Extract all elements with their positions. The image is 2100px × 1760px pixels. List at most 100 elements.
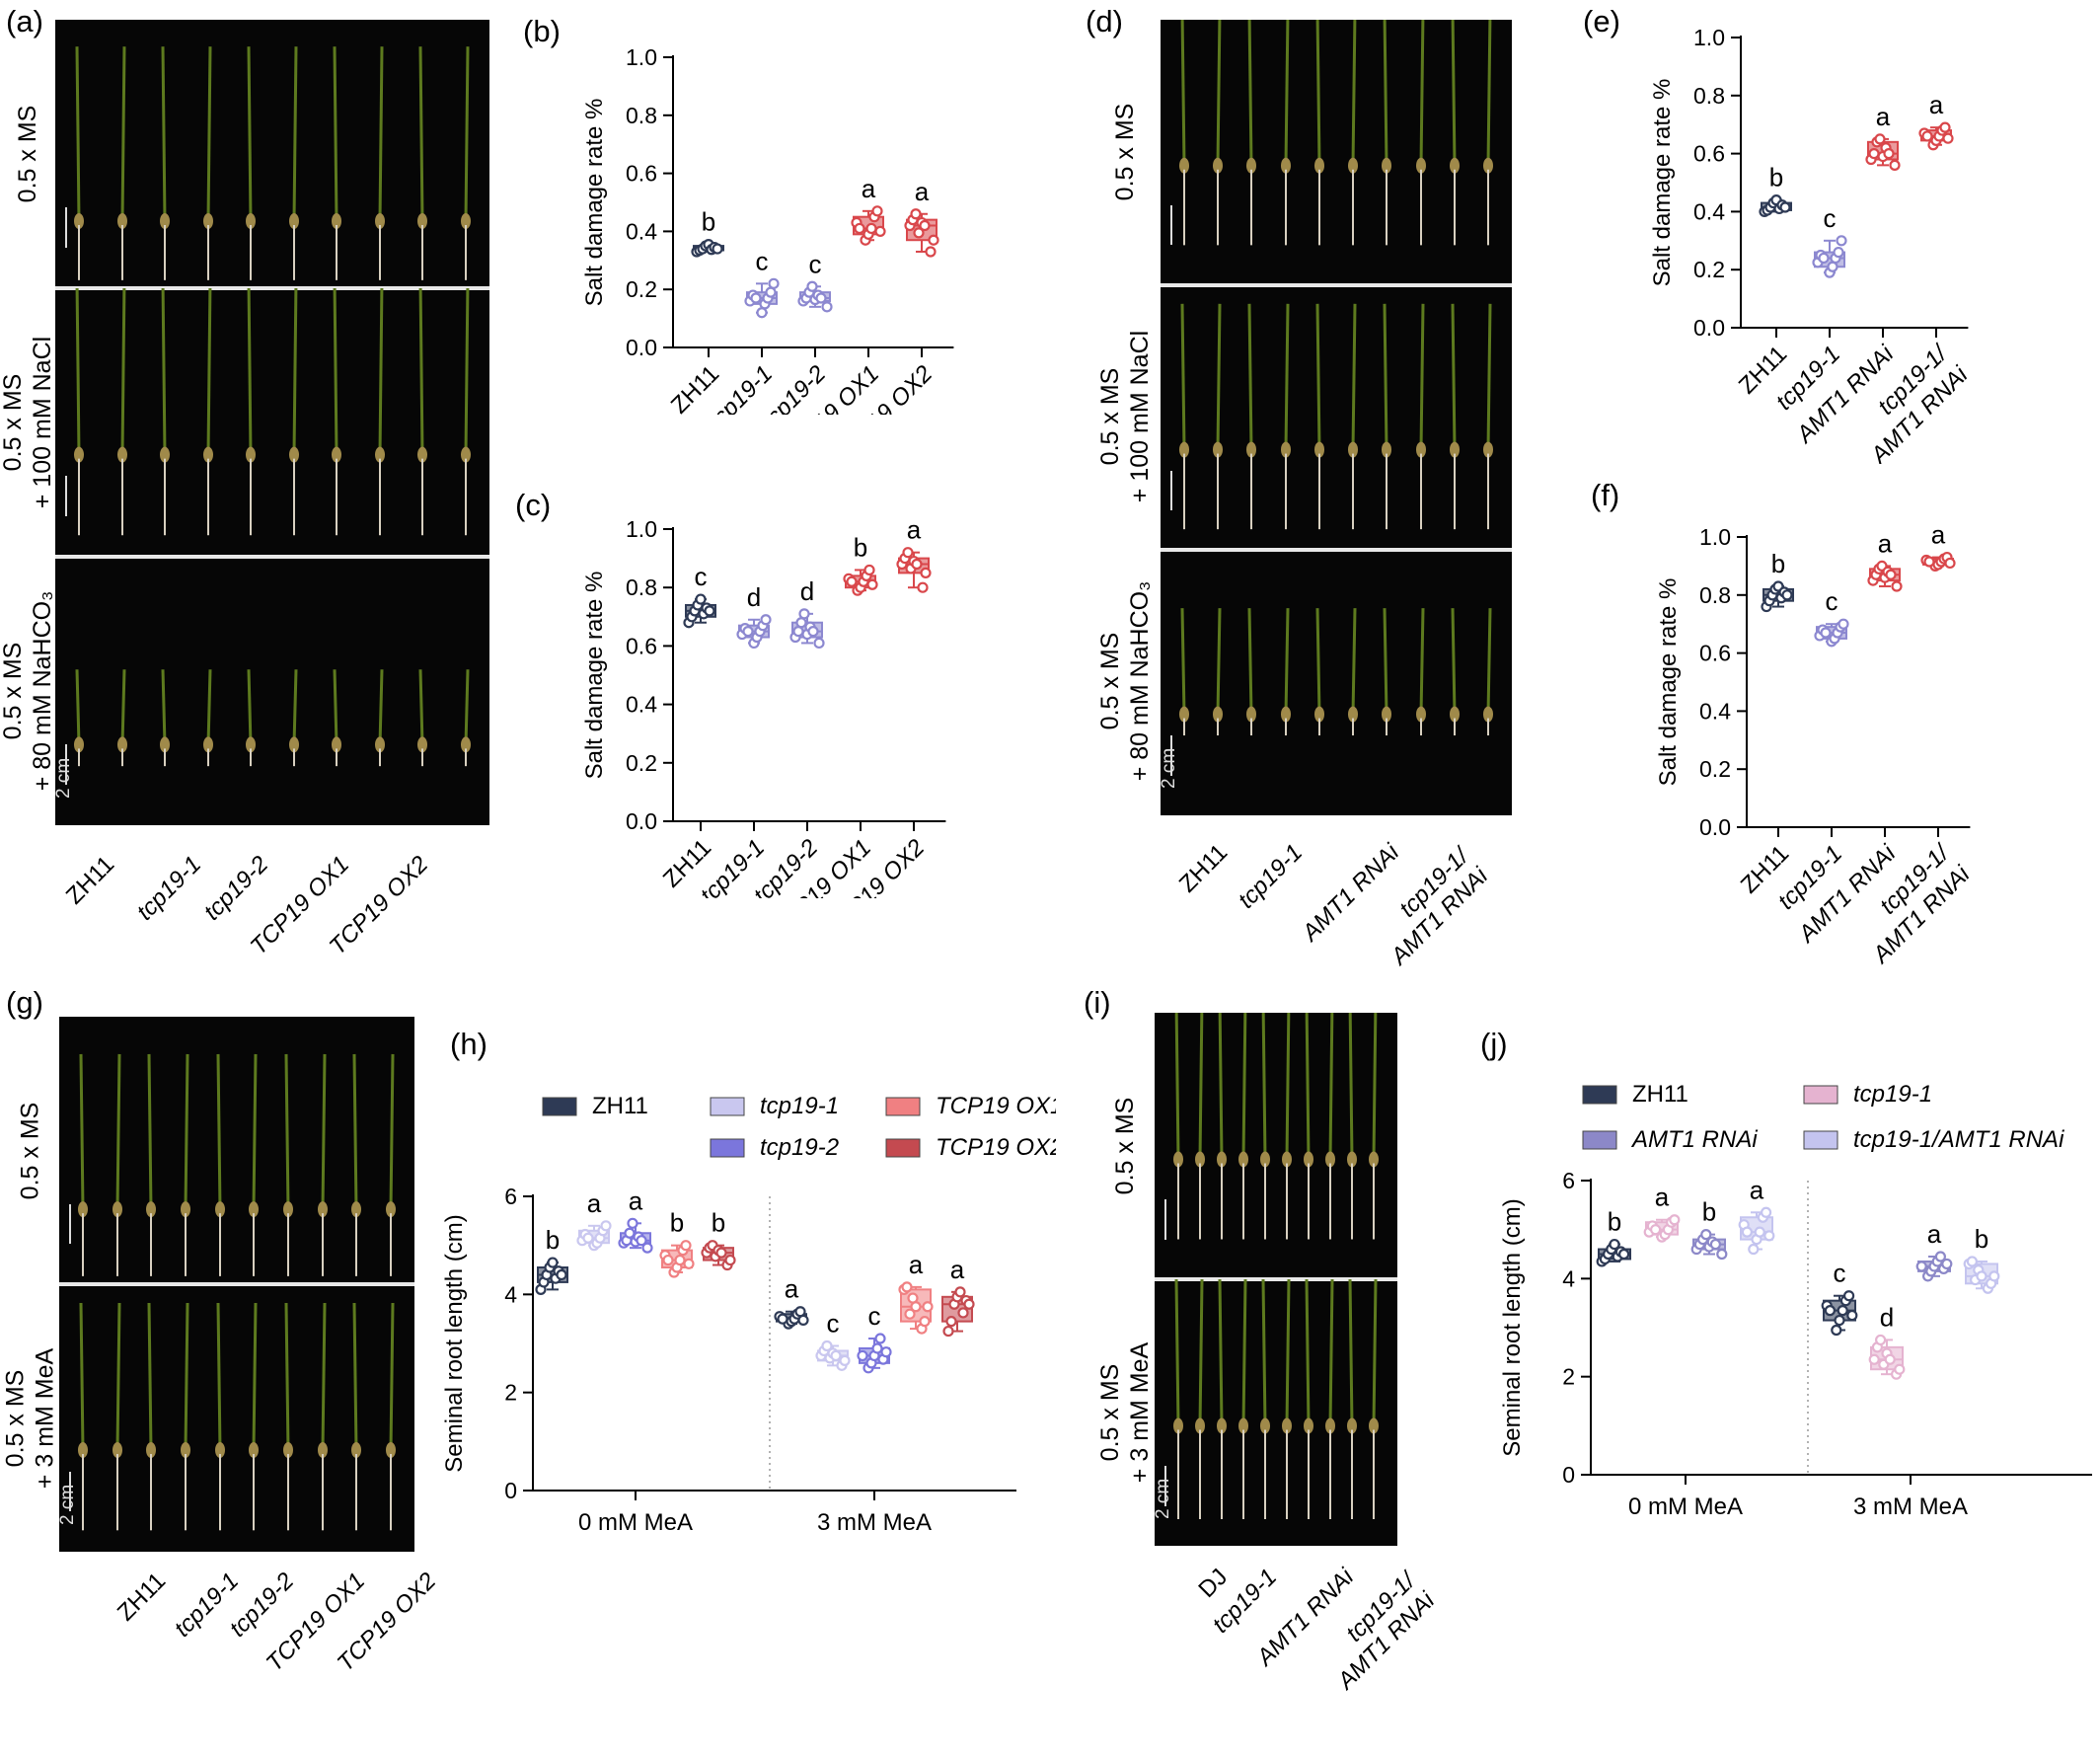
seedling-shoot — [1198, 1279, 1204, 1426]
data-point — [715, 1247, 727, 1259]
data-point — [1883, 148, 1895, 160]
seedling — [74, 288, 84, 536]
seedling-shoot — [1285, 1013, 1291, 1160]
seedling-seed — [417, 736, 428, 753]
seedling — [1483, 608, 1493, 736]
seedling-shoot — [216, 1302, 222, 1451]
significance-letter: a — [1931, 520, 1946, 550]
panel-label-i: (i) — [1084, 985, 1111, 1020]
seedling — [202, 46, 213, 280]
legend-swatch — [542, 1097, 577, 1116]
seedling-seed — [1348, 157, 1359, 174]
seedling-shoot — [1261, 1279, 1267, 1426]
seedling-seed — [1415, 706, 1426, 723]
seedling — [1369, 1279, 1379, 1519]
data-point — [902, 547, 914, 559]
chart-e: 0.0 0.2 0.4 0.6 0.8 1.0 Salt damage rate % b c a a… — [1649, 25, 1974, 464]
y-tick-label: 6 — [1562, 1168, 1575, 1193]
data-point — [807, 626, 819, 638]
seedling-shoot — [1372, 1279, 1378, 1426]
seedling-seed — [1313, 441, 1324, 458]
data-point — [917, 581, 929, 593]
data-point — [911, 558, 923, 571]
y-tick-label: 0.0 — [1693, 315, 1725, 341]
data-point — [1923, 556, 1935, 568]
seedling — [112, 1053, 122, 1276]
data-point — [1885, 569, 1897, 580]
data-point — [957, 1307, 969, 1319]
seedling-seed — [1313, 157, 1324, 174]
seedling-shoot — [247, 288, 253, 455]
seedling-seed — [181, 1442, 190, 1459]
seedling — [116, 669, 127, 767]
seedling-shoot — [464, 669, 470, 745]
seedling — [112, 1302, 122, 1531]
data-point — [1934, 1251, 1946, 1263]
seedling-shoot — [1486, 303, 1492, 450]
seedling-seed — [1213, 441, 1224, 458]
seedling-shoot — [1328, 1279, 1334, 1426]
seedling — [146, 1053, 157, 1276]
y-tick-label: 0.6 — [1699, 641, 1731, 666]
data-point — [1915, 1261, 1927, 1272]
seedling-shoot — [1383, 608, 1388, 715]
significance-letter: a — [1878, 528, 1893, 558]
seedling-seed — [202, 736, 213, 753]
data-point — [1761, 1206, 1772, 1218]
data-point — [600, 1220, 612, 1232]
condition-label: 0.5 x MS — [1111, 103, 1139, 201]
data-point — [797, 1314, 809, 1327]
seedling-seed — [1238, 1151, 1248, 1168]
data-point — [925, 246, 937, 258]
seedling-shoot — [1486, 608, 1492, 715]
data-point — [913, 227, 925, 239]
significance-letter: a — [785, 1274, 799, 1304]
seedling-seed — [146, 1201, 157, 1218]
significance-letter: d — [1880, 1302, 1894, 1332]
legend-label: TCP19 OX1 — [936, 1093, 1056, 1119]
scale-bar — [1164, 1466, 1166, 1506]
seedling — [1260, 1013, 1270, 1240]
panel-label-c: (c) — [515, 488, 552, 522]
chart-f: 0.0 0.2 0.4 0.6 0.8 1.0 Salt damage rate % b c a a… — [1658, 520, 1976, 970]
seedling — [181, 1053, 190, 1276]
significance-letter: b — [1771, 549, 1785, 578]
y-tick-label: 1.0 — [1699, 524, 1731, 550]
data-point — [1700, 1229, 1712, 1241]
seedling-shoot — [1451, 20, 1457, 166]
scale-text: 2 cm — [1161, 747, 1179, 790]
seedling — [1173, 1013, 1183, 1240]
panel-label-h: (h) — [450, 1027, 488, 1061]
seedling-shoot — [418, 669, 424, 745]
seedling-seed — [332, 213, 342, 229]
seedling-seed — [283, 1201, 293, 1218]
seedling-seed — [386, 1201, 396, 1218]
data-point — [922, 1301, 934, 1313]
seedling — [1260, 1279, 1270, 1519]
data-point — [1818, 252, 1830, 265]
y-tick-label: 0.2 — [626, 750, 657, 776]
seedling-seed — [1313, 706, 1324, 723]
scale-bar — [65, 476, 67, 517]
seedling-shoot — [333, 669, 338, 745]
seedling — [214, 1302, 225, 1531]
seedling-seed — [1217, 1417, 1227, 1434]
group-label: 0 mM MeA — [578, 1509, 693, 1536]
data-point — [1763, 1230, 1775, 1242]
condition-label: 0.5 x MS + 80 mM NaHCO₃ — [1096, 580, 1154, 782]
seedling-seed — [461, 736, 471, 753]
seedling — [246, 288, 257, 536]
seedling-seed — [181, 1201, 190, 1218]
photo-divider — [55, 555, 489, 559]
seedling-seed — [1260, 1151, 1270, 1168]
data-point — [765, 286, 777, 298]
seedling-seed — [283, 1442, 293, 1459]
seedling-shoot — [1348, 1279, 1354, 1426]
seedling-seed — [461, 213, 471, 229]
data-point — [1716, 1248, 1728, 1261]
data-point — [1875, 1334, 1887, 1346]
y-tick-label: 0.6 — [1693, 141, 1725, 167]
seedling-seed — [1246, 157, 1257, 174]
chart-j: 0 2 4 6 Seminal root length (cm) b a b a 0 mM MeA… — [1500, 1081, 2092, 1520]
data-point — [674, 1254, 686, 1266]
